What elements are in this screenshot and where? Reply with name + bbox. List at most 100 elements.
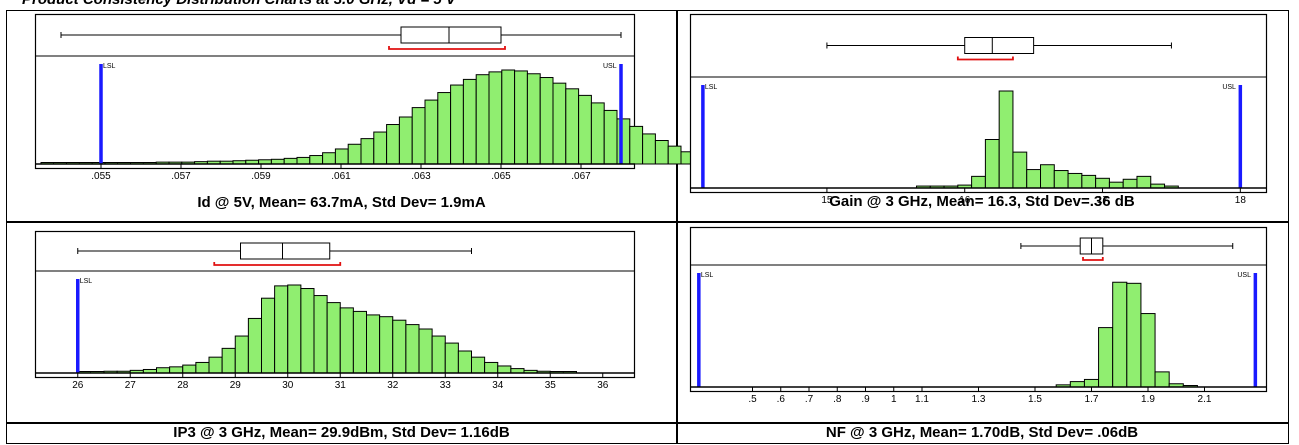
histogram-bar: [208, 356, 223, 374]
histogram-bar: [437, 92, 452, 165]
histogram-bar: [386, 124, 400, 165]
histogram-bar: [156, 367, 171, 374]
x-tick-label: .059: [251, 171, 271, 182]
x-tick-label: 33: [440, 380, 452, 391]
x-tick-label: .061: [331, 171, 351, 182]
grid-divider-horizontal: [7, 221, 1288, 223]
histogram-bar: [1108, 181, 1124, 189]
histogram-bar: [347, 143, 362, 165]
chart-svg: LSL 26 27 28 29 30 31 32 33 34 35 36: [34, 230, 636, 391]
page-title: Product Consistency Distribution Charts …: [22, 0, 456, 8]
histogram-bar: [296, 156, 311, 165]
histogram-bar: [1154, 371, 1170, 388]
histogram-bar: [667, 145, 682, 165]
x-tick-label: .7: [805, 394, 814, 405]
chart-svg: LSL USL 15 16 17 18: [689, 13, 1268, 206]
histogram-bar: [654, 140, 669, 165]
histogram-bar: [1140, 313, 1156, 388]
x-tick-label: .8: [833, 394, 842, 405]
histogram-bar: [274, 285, 289, 374]
lsl-label: LSL: [701, 272, 714, 279]
histogram-bar: [431, 335, 446, 374]
histogram-bar: [971, 175, 986, 189]
histogram-bar: [629, 125, 644, 165]
histogram-bar: [603, 109, 618, 165]
histogram-bar: [352, 310, 367, 374]
ip3-distribution-chart: LSL 26 27 28 29 30 31 32 33 34 35 36: [34, 230, 636, 393]
gain-chart-caption: Gain @ 3 GHz, Mean= 16.3, Std Dev=.36 dB: [829, 193, 1135, 210]
x-tick-label: 16: [959, 195, 971, 206]
chart-svg: LSL USL .5 .6 .7 .8 .9 1 1.1 1.3 1.5 1.7 1.9 2.1: [689, 226, 1268, 405]
usl-label: USL: [1222, 84, 1236, 91]
histogram-bar: [497, 365, 512, 374]
histogram-bar: [287, 284, 302, 374]
histogram-bar: [339, 307, 354, 374]
histogram-bar: [1081, 174, 1097, 189]
ip3-chart-caption: IP3 @ 3 GHz, Mean= 29.9dBm, Std Dev= 1.1…: [173, 424, 510, 441]
x-tick-label: 27: [125, 380, 137, 391]
histogram-bar: [514, 70, 528, 165]
x-tick-label: 32: [387, 380, 399, 391]
x-tick-label: 36: [597, 380, 609, 391]
lsl-label: LSL: [103, 63, 116, 70]
grid-divider-vertical: [676, 11, 678, 443]
histogram-bar: [1136, 175, 1152, 189]
histogram-bar: [475, 74, 490, 165]
x-tick-label: 1: [891, 394, 897, 405]
histogram-bar: [1069, 381, 1085, 388]
boxplot-box: [964, 37, 1035, 54]
histogram-bar: [322, 152, 336, 165]
x-tick-label: 1.9: [1141, 394, 1155, 405]
shortest-half-bracket: [956, 56, 1014, 61]
histogram-bar: [552, 82, 567, 165]
histogram-bar: [221, 347, 236, 374]
x-tick-label: 18: [1235, 195, 1247, 206]
x-tick-label: 2.1: [1198, 394, 1212, 405]
shortest-half-bracket: [388, 46, 506, 50]
x-tick-label: 30: [282, 380, 294, 391]
histogram-bar: [283, 157, 298, 165]
histogram-bar: [411, 107, 426, 165]
histogram-bar: [360, 138, 375, 165]
x-tick-label: 31: [335, 380, 347, 391]
histogram-bar: [234, 335, 249, 374]
histogram-bar: [1067, 172, 1083, 189]
histogram-bar: [450, 84, 464, 165]
histogram-bar: [1083, 378, 1100, 388]
histogram-bar: [578, 94, 592, 165]
lsl-label: LSL: [80, 278, 93, 285]
x-tick-label: .065: [491, 171, 511, 182]
histogram-bar: [1026, 169, 1042, 189]
histogram-bar: [405, 324, 420, 374]
histogram-bar: [616, 118, 631, 165]
histogram-bar: [642, 133, 656, 165]
nf-distribution-chart: LSL USL .5 .6 .7 .8 .9 1 1.1 1.3 1.5 1.7 1.9 2.1: [689, 226, 1268, 409]
histogram-bar: [590, 102, 605, 165]
x-tick-label: 1.3: [972, 394, 986, 405]
histogram-bar: [261, 297, 276, 374]
histogram-bar: [488, 71, 503, 165]
histogram-bar: [392, 319, 407, 374]
histogram-bar: [1095, 177, 1110, 189]
lsl-label: LSL: [705, 84, 718, 91]
histogram-bar: [1126, 282, 1142, 388]
x-tick-label: 15: [821, 195, 833, 206]
chart-svg: LSL USL .055 .057 .059 .061 .063 .065 .067: [34, 13, 720, 182]
x-tick-label: .055: [91, 171, 111, 182]
histogram-bar: [379, 316, 394, 374]
x-tick-label: 34: [492, 380, 504, 391]
histogram-bar: [182, 364, 197, 374]
histogram-bar: [373, 131, 388, 165]
histogram-bar: [984, 139, 1000, 189]
histogram-bar: [398, 116, 413, 165]
histogram-bar: [366, 314, 381, 374]
histogram-bar: [195, 361, 210, 374]
histogram-bar: [484, 361, 499, 374]
usl-label: USL: [1237, 272, 1251, 279]
x-tick-label: .9: [861, 394, 870, 405]
histogram-bar: [169, 366, 184, 374]
histogram-bar: [424, 99, 439, 165]
x-tick-label: .063: [411, 171, 431, 182]
x-tick-label: 1.7: [1085, 394, 1099, 405]
histogram-bar: [471, 356, 486, 374]
